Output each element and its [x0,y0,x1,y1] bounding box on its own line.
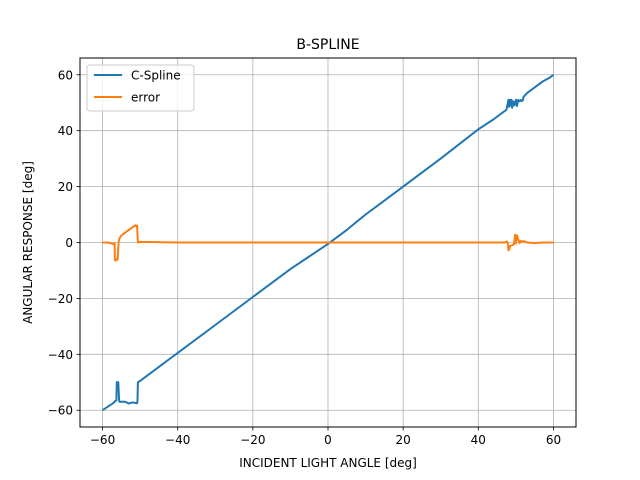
legend-box [86,64,195,112]
series-line-c-spline [101,73,555,412]
legend: C-Spline error [86,64,195,112]
x-axis-label: INCIDENT LIGHT ANGLE [deg] [239,456,417,470]
x-tick-label: −40 [165,433,190,447]
x-tick-label: 60 [546,433,561,447]
x-tick-label: 40 [471,433,486,447]
y-tick-label: −20 [48,292,73,306]
y-tick-label: 60 [58,68,73,82]
y-tick-label: 20 [58,180,73,194]
y-tick-label: −40 [48,348,73,362]
x-tick-label: 0 [324,433,332,447]
axis-ticks: −60 −40 −20 0 20 40 60 −60 −40 −20 0 20 40 60 [48,68,561,447]
series-layer [101,73,555,412]
x-tick-label: 20 [396,433,411,447]
y-tick-label: −60 [48,404,73,418]
y-axis-label: ANGULAR RESPONSE [deg] [21,161,35,324]
y-tick-label: 0 [65,236,73,250]
x-tick-label: −60 [90,433,115,447]
legend-label-c-spline: C-Spline [131,69,181,83]
x-tick-label: −20 [240,433,265,447]
y-tick-label: 40 [58,124,73,138]
chart-title: B-SPLINE [296,37,359,53]
legend-label-error: error [131,91,160,105]
series-line-error [102,224,554,262]
